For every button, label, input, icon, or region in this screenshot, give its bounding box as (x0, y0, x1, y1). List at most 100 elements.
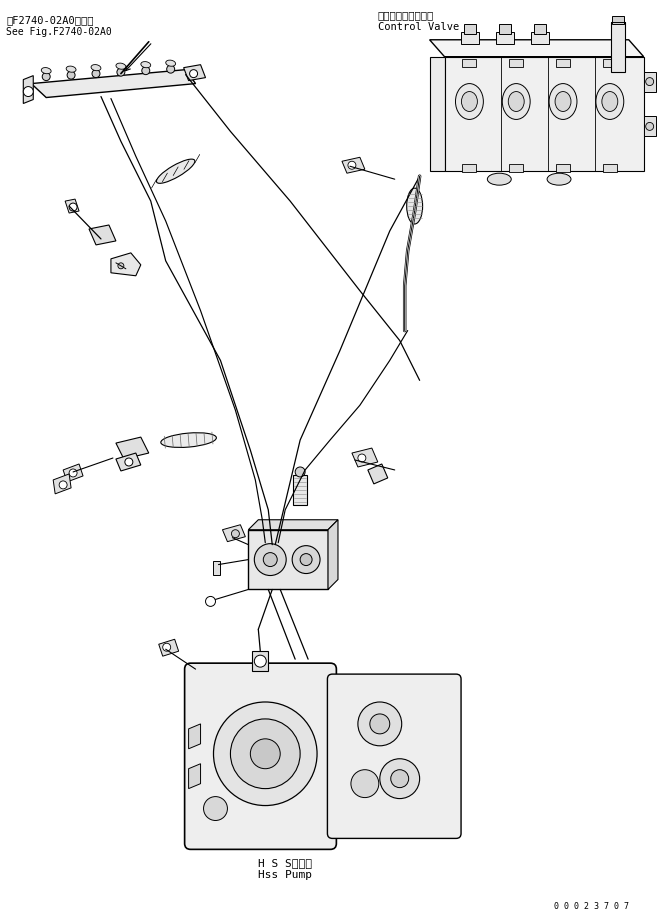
Polygon shape (189, 724, 201, 749)
Circle shape (142, 66, 150, 75)
Circle shape (69, 469, 77, 477)
Text: 第F2740-02A0図参照: 第F2740-02A0図参照 (7, 15, 94, 25)
Circle shape (390, 770, 408, 787)
Circle shape (42, 73, 50, 80)
Ellipse shape (596, 84, 623, 120)
FancyBboxPatch shape (327, 674, 461, 838)
Circle shape (351, 770, 378, 798)
Ellipse shape (549, 84, 577, 120)
Circle shape (204, 797, 228, 821)
Polygon shape (328, 520, 338, 589)
Circle shape (232, 530, 240, 538)
Bar (534, 24, 546, 34)
Bar (462, 164, 476, 172)
Bar (461, 31, 479, 43)
Polygon shape (159, 639, 179, 656)
Ellipse shape (116, 63, 125, 69)
Circle shape (380, 759, 420, 798)
Ellipse shape (66, 66, 76, 72)
Circle shape (92, 70, 100, 77)
Text: 0 0 0 2 3 7 0 7: 0 0 0 2 3 7 0 7 (554, 902, 629, 911)
Polygon shape (342, 158, 365, 173)
Polygon shape (111, 253, 141, 276)
Polygon shape (89, 225, 116, 245)
Polygon shape (116, 437, 149, 459)
Text: See Fig.F2740-02A0: See Fig.F2740-02A0 (7, 27, 112, 37)
Text: H S Sポンプ: H S Sポンプ (258, 858, 312, 869)
Ellipse shape (166, 60, 175, 66)
Bar (462, 59, 476, 66)
Circle shape (117, 68, 125, 77)
Circle shape (59, 481, 67, 489)
Circle shape (206, 597, 216, 607)
Bar (643, 72, 655, 91)
Circle shape (254, 656, 266, 668)
Circle shape (358, 454, 366, 462)
Circle shape (167, 65, 175, 73)
Circle shape (295, 467, 305, 477)
Bar (643, 116, 655, 136)
Bar (293, 475, 307, 505)
Polygon shape (368, 464, 388, 484)
Ellipse shape (555, 91, 571, 112)
Circle shape (645, 123, 653, 130)
Circle shape (358, 702, 402, 746)
Ellipse shape (406, 188, 422, 224)
Ellipse shape (461, 91, 477, 112)
Ellipse shape (508, 91, 524, 112)
Circle shape (370, 714, 390, 734)
Polygon shape (248, 530, 328, 589)
Circle shape (163, 644, 171, 651)
Ellipse shape (456, 84, 483, 120)
Polygon shape (23, 76, 33, 103)
Ellipse shape (41, 67, 51, 74)
Bar (603, 59, 617, 66)
Polygon shape (430, 56, 444, 171)
Bar (509, 164, 523, 172)
Circle shape (214, 702, 317, 806)
Bar (499, 24, 511, 34)
Circle shape (300, 553, 312, 565)
Circle shape (292, 546, 320, 573)
Circle shape (254, 544, 286, 575)
Text: Hss Pump: Hss Pump (258, 870, 312, 881)
Ellipse shape (602, 91, 618, 112)
Bar (611, 22, 625, 72)
Polygon shape (248, 520, 338, 530)
Circle shape (69, 203, 77, 211)
Bar (212, 561, 220, 574)
Circle shape (67, 71, 75, 79)
Text: Control Valve: Control Valve (378, 22, 459, 32)
Circle shape (230, 719, 300, 788)
Ellipse shape (502, 84, 530, 120)
Bar (612, 16, 623, 24)
Bar (531, 31, 549, 43)
FancyBboxPatch shape (185, 663, 337, 849)
Bar (509, 59, 523, 66)
Polygon shape (189, 763, 201, 788)
Circle shape (125, 458, 133, 466)
Circle shape (23, 87, 33, 97)
Ellipse shape (547, 173, 571, 185)
Polygon shape (430, 40, 643, 56)
Circle shape (190, 70, 198, 77)
Circle shape (250, 739, 280, 769)
Ellipse shape (141, 62, 151, 67)
Ellipse shape (487, 173, 511, 185)
Ellipse shape (91, 65, 101, 71)
Bar (556, 164, 570, 172)
Circle shape (348, 161, 356, 170)
Ellipse shape (161, 432, 216, 447)
Circle shape (118, 263, 124, 269)
Bar (496, 31, 514, 43)
Polygon shape (222, 525, 246, 541)
Circle shape (645, 77, 653, 86)
Text: コントロールバルブ: コントロールバルブ (378, 10, 434, 20)
Polygon shape (65, 199, 79, 213)
Polygon shape (53, 474, 71, 494)
Polygon shape (444, 56, 643, 171)
Ellipse shape (157, 160, 195, 183)
Bar (252, 651, 268, 671)
Polygon shape (352, 448, 378, 467)
Bar (464, 24, 476, 34)
